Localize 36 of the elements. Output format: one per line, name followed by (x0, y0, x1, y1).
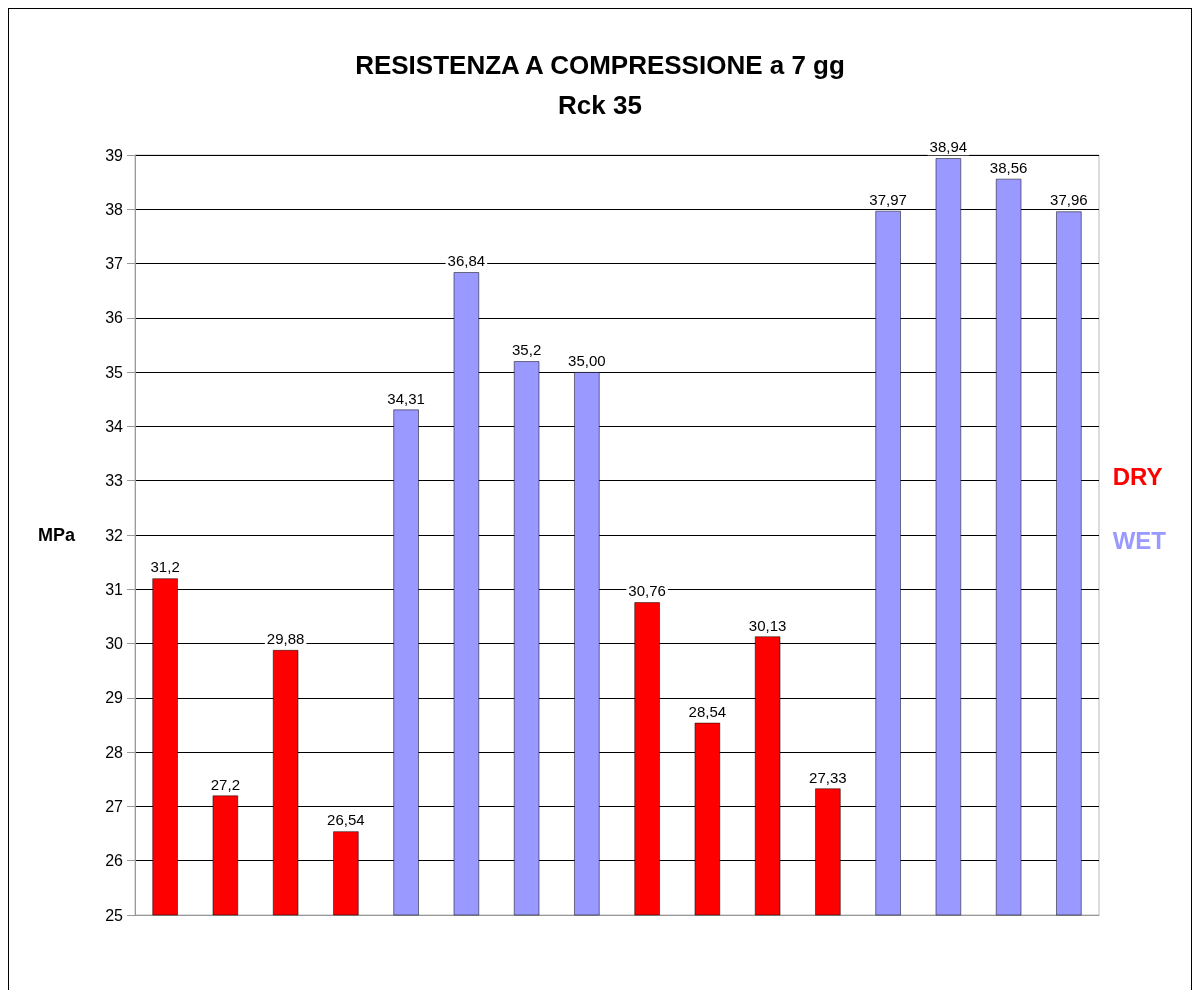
series-label: WET (1112, 526, 1167, 554)
data-label: 29,88 (266, 630, 305, 648)
data-label: 38,94 (929, 138, 968, 156)
y-tick-label: 36 (105, 309, 124, 327)
data-label: 35,2 (512, 341, 542, 359)
data-label: 35,00 (568, 352, 606, 370)
data-label: 34,31 (387, 389, 425, 407)
y-axis-title: MPa (37, 525, 76, 545)
y-tick-label: 39 (105, 146, 124, 164)
chart-subtitle: Rck 35 (558, 90, 642, 120)
text: DRY (1112, 462, 1163, 490)
data-label: 28,54 (688, 702, 727, 720)
chart-title: RESISTENZA A COMPRESSIONE a 7 gg (355, 50, 845, 80)
data-label: 31,2 (150, 558, 180, 576)
data-label: 26,54 (327, 811, 365, 829)
y-tick-label: 25 (105, 906, 124, 924)
data-label: 37,97 (869, 190, 907, 208)
y-tick-label: 37 (105, 255, 124, 273)
data-label: 37,96 (1050, 191, 1088, 209)
data-label: 27,2 (210, 775, 240, 793)
y-tick-label: 30 (105, 635, 124, 653)
data-label: 27,33 (809, 768, 847, 786)
y-tick-label: 28 (105, 743, 124, 761)
y-tick-label: 34 (105, 417, 124, 435)
y-tick-label: 31 (105, 580, 124, 598)
y-tick-label: 27 (105, 797, 124, 815)
y-tick-label: 33 (105, 472, 124, 490)
data-label: 30,76 (628, 582, 666, 600)
y-tick-label: 35 (105, 363, 124, 381)
data-label: 30,13 (748, 616, 787, 634)
y-tick-label: 29 (105, 689, 124, 707)
y-tick-label: 26 (105, 852, 124, 870)
data-label: 36,84 (447, 252, 486, 270)
y-tick-label: 38 (105, 200, 124, 218)
y-tick-label: 32 (105, 526, 124, 544)
data-label: 38,56 (989, 158, 1028, 176)
